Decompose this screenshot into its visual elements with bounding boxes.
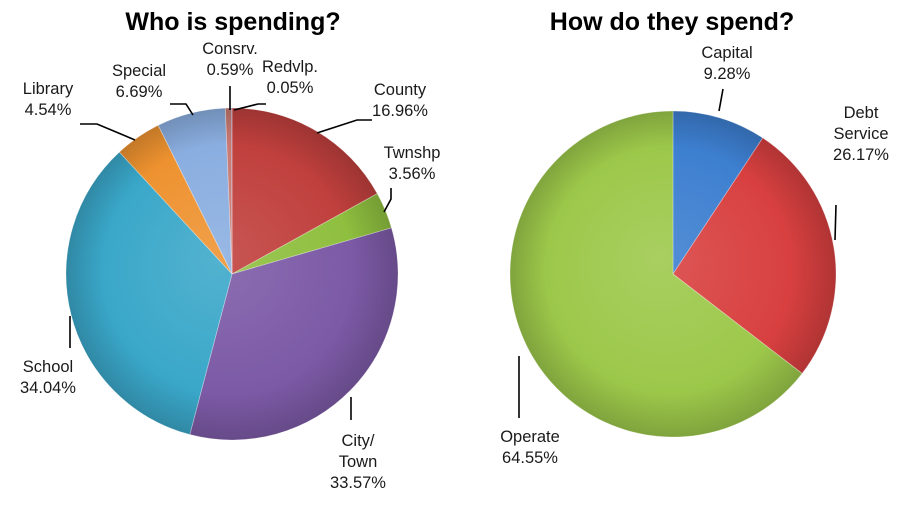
pie-slice-debt-service: [672, 137, 837, 375]
slice-label-county: County 16.96%: [372, 81, 428, 120]
pie-slice-redvlp: [231, 107, 233, 275]
labels-who-is-spending: County 16.96% Twnshp 3.56% City/Town 33.57% Sc…: [20, 40, 440, 492]
pie-slice-county: [231, 107, 378, 275]
labels-how-do-they-spend: Capital 9.28% Debt Service 26.17% Operate 64.5…: [500, 44, 889, 467]
pie-slice-operate: [509, 110, 803, 438]
pie-slice-school: [65, 151, 233, 436]
pie-slice-capital: [672, 110, 764, 276]
slice-label-city-town: City/Town 33.57%: [330, 432, 386, 492]
chart-title-who: Who is spending?: [125, 8, 340, 36]
leader-line-capital: [718, 88, 724, 112]
leader-line-redvlp: [233, 103, 266, 111]
slice-label-school: School 34.04%: [20, 358, 76, 397]
pie-slice-consrv: [224, 107, 233, 275]
pie-slice-special: [157, 107, 233, 275]
slice-label-consrv: Consrv. 0.59%: [202, 40, 258, 79]
slice-label-twnshp: Twnshp 3.56%: [384, 144, 441, 183]
pie-how-do-they-spend: [509, 110, 837, 438]
slice-label-library: Library 4.54%: [23, 80, 74, 119]
leader-line-county: [316, 119, 372, 134]
chart-title-how: How do they spend?: [550, 8, 794, 36]
pie-slice-library: [118, 124, 233, 275]
slice-label-redvlp: Redvlp. 0.05%: [262, 58, 318, 97]
pie-slice-city-town: [189, 227, 399, 441]
leader-line-debt-service: [834, 204, 837, 241]
leader-line-twnshp: [383, 188, 392, 213]
slice-label-operate: Operate 64.55%: [500, 428, 560, 467]
leader-line-library: [80, 123, 136, 141]
pie-who-is-spending: [65, 107, 399, 441]
slice-label-debt-service: Debt Service 26.17%: [833, 104, 889, 164]
slice-label-capital: Capital 9.28%: [701, 44, 752, 83]
slice-label-special: Special 6.69%: [112, 62, 166, 101]
leader-line-special: [170, 103, 194, 116]
